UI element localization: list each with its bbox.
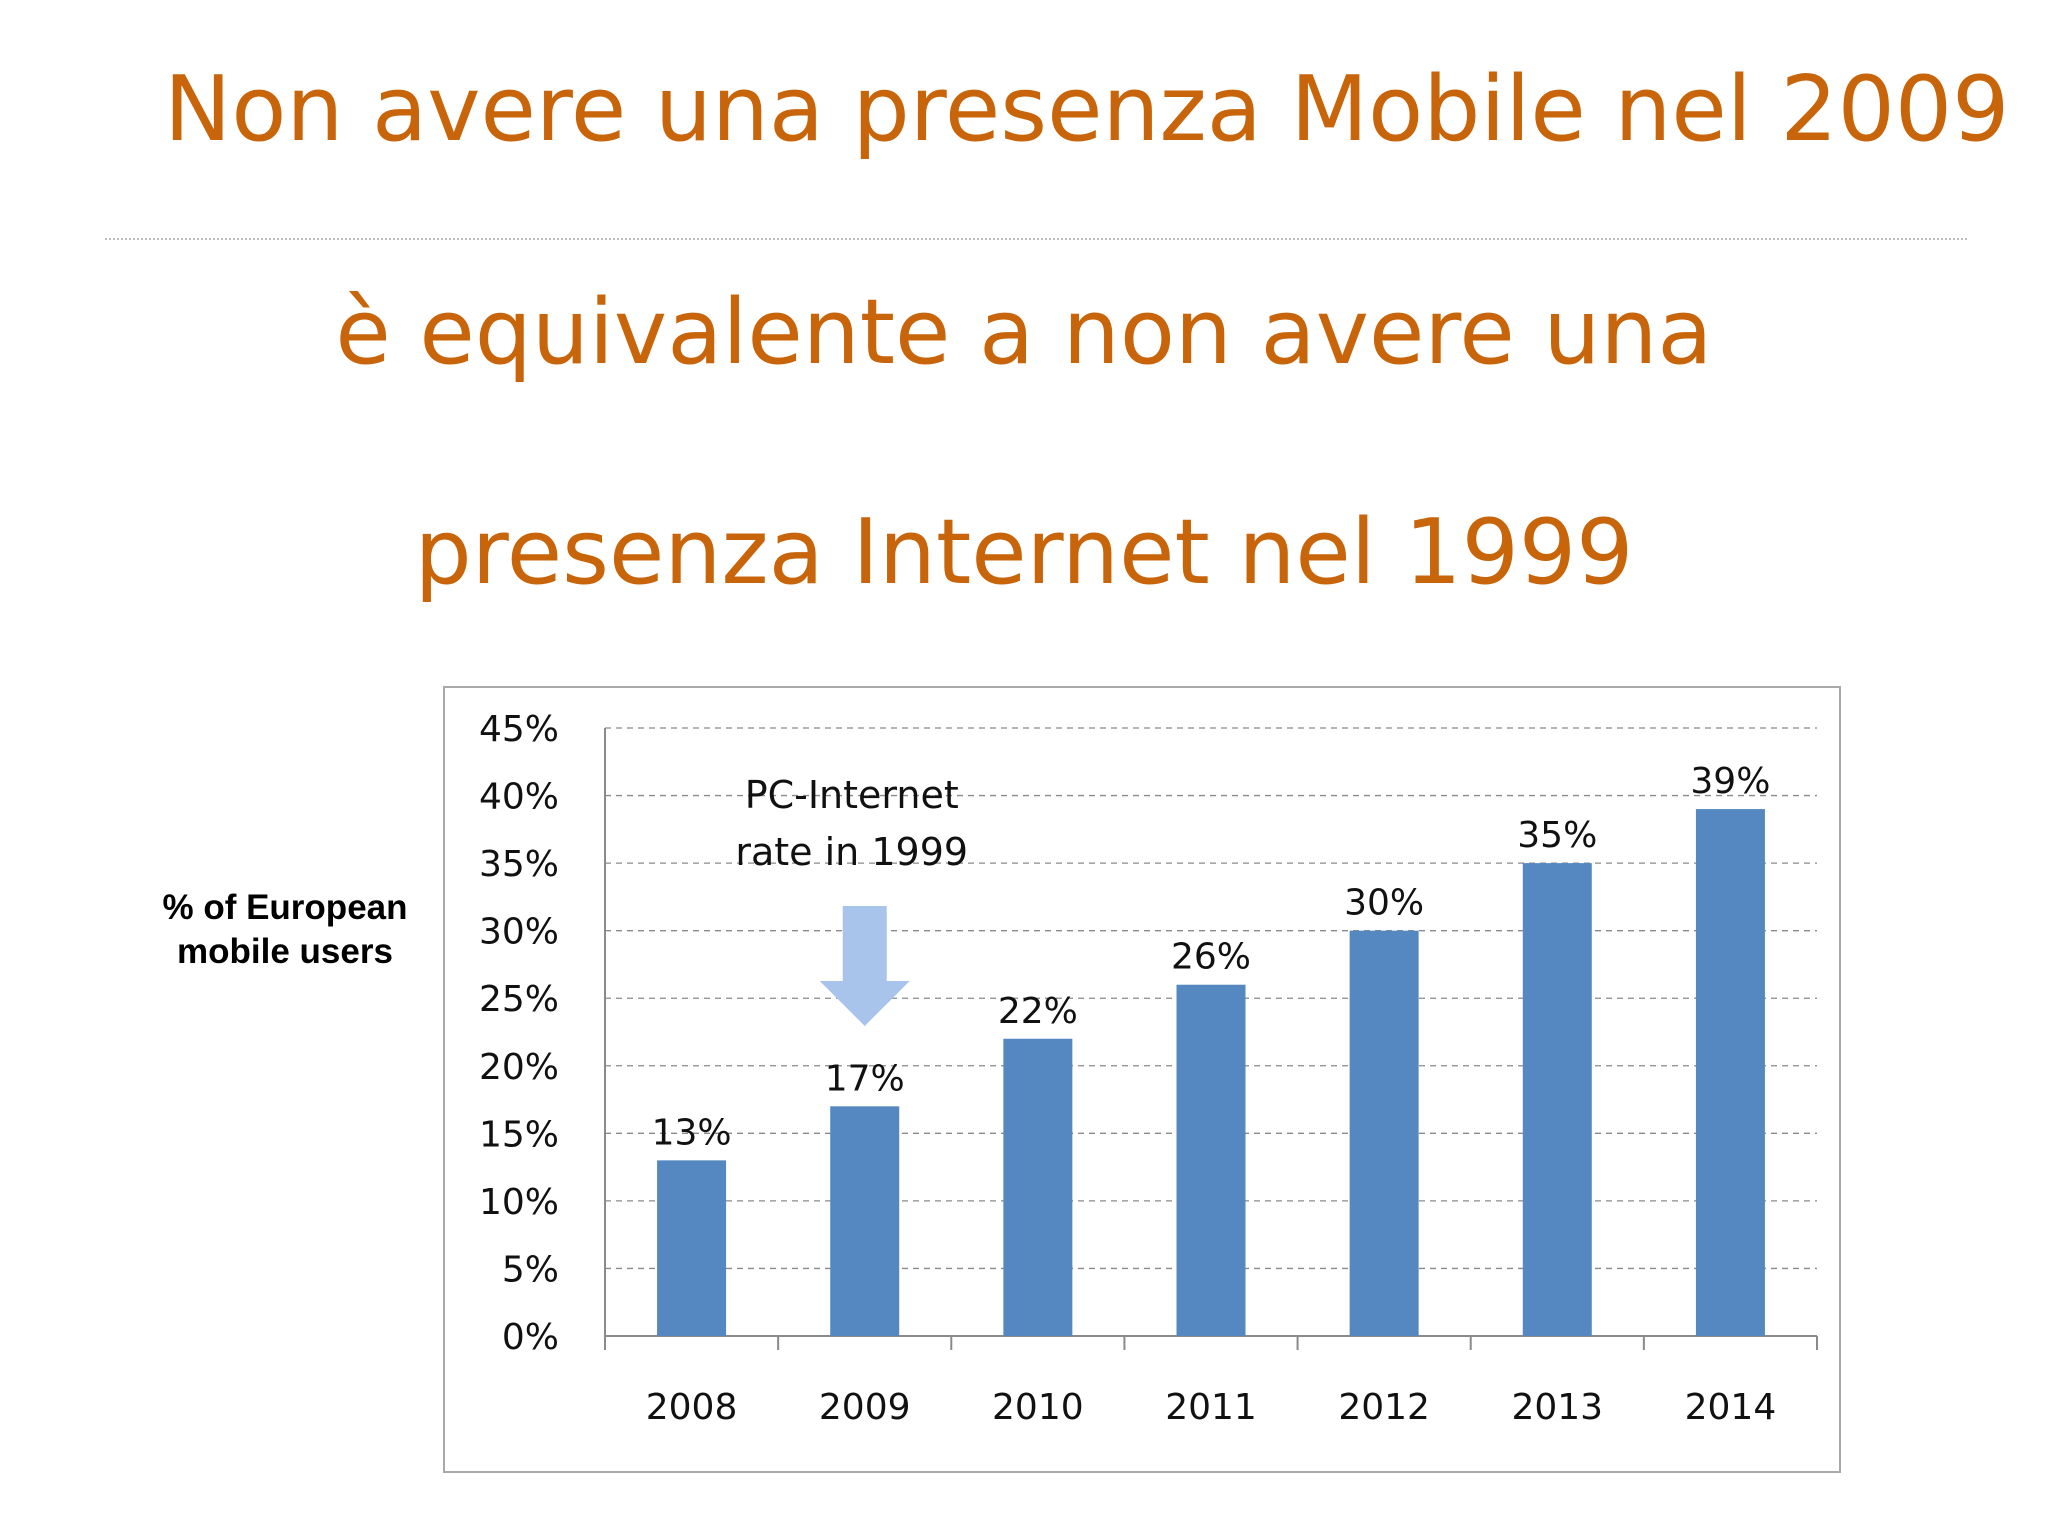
- bar-chart: 0% 5% 10% 15% 20% 25% 30% 35% 40% 45% 13% 2008 17% 20…: [479, 709, 1818, 1428]
- chart-frame: 0% 5% 10% 15% 20% 25% 30% 35% 40% 45% 13% 2008 17% 20…: [443, 686, 1841, 1473]
- bar-2011: [1176, 984, 1246, 1336]
- y-tick-label: 25%: [479, 979, 559, 1020]
- x-tick-label: 2010: [992, 1387, 1084, 1428]
- data-label: 39%: [1690, 761, 1770, 802]
- x-tick-label: 2013: [1511, 1387, 1603, 1428]
- data-label: 13%: [652, 1112, 732, 1153]
- title-divider: [105, 238, 1967, 240]
- y-tick-label: 45%: [479, 709, 559, 750]
- bar-2010: [1003, 1038, 1073, 1336]
- y-tick-label: 30%: [479, 912, 559, 953]
- annotation-text-line-1: PC-Internet: [745, 773, 959, 817]
- x-tick-label: 2012: [1338, 1387, 1430, 1428]
- bar-2014: [1695, 809, 1765, 1336]
- x-tick-label: 2009: [819, 1387, 911, 1428]
- x-tick-label: 2014: [1685, 1387, 1777, 1428]
- y-axis-label: % of European mobile users: [162, 888, 408, 971]
- annotation-text-line-2: rate in 1999: [735, 830, 968, 874]
- bar-2008: [657, 1160, 727, 1336]
- y-tick-label: 40%: [479, 777, 559, 818]
- bar-2009: [830, 1106, 900, 1336]
- y-tick-label: 0%: [502, 1317, 559, 1358]
- y-tick-label: 20%: [479, 1047, 559, 1088]
- title-line-2: è equivalente a non avere una: [335, 280, 1713, 385]
- bar-2013: [1522, 863, 1592, 1336]
- x-tick-label: 2011: [1165, 1387, 1257, 1428]
- data-label: 17%: [825, 1058, 905, 1099]
- y-tick-label: 10%: [479, 1182, 559, 1223]
- data-label: 26%: [1171, 937, 1251, 978]
- down-arrow-icon: [819, 906, 910, 1026]
- y-tick-label: 35%: [479, 844, 559, 885]
- bar-2012: [1349, 930, 1419, 1336]
- y-tick-label: 15%: [479, 1114, 559, 1155]
- data-label: 22%: [998, 991, 1078, 1032]
- y-tick-label: 5%: [502, 1249, 559, 1290]
- title-line-1: Non avere una presenza Mobile nel 2009: [164, 57, 2010, 162]
- title-line-3: presenza Internet nel 1999: [414, 500, 1634, 605]
- data-label: 35%: [1517, 815, 1597, 856]
- x-tick-label: 2008: [646, 1387, 738, 1428]
- data-label: 30%: [1344, 883, 1424, 924]
